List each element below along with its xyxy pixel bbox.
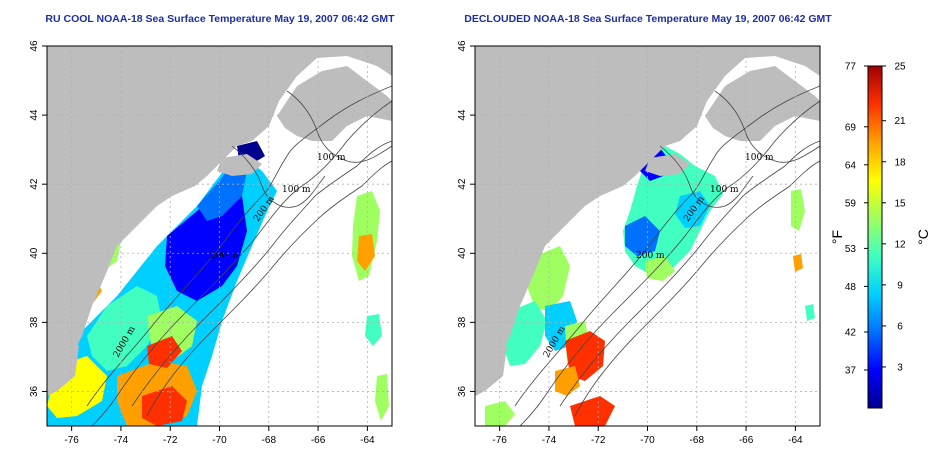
lon-tick-label: -72 [163, 435, 178, 446]
colorbar: 77 69 64 59 53 48 42 37 25 21 18 15 12 9 6 3 °F °C [829, 62, 931, 409]
contour-label-200m-b: 200 m [210, 251, 239, 261]
lon-tick-label: -74 [542, 435, 557, 446]
graticule [47, 46, 392, 426]
lat-tick-label: 42 [457, 178, 468, 190]
panel-right-title: DECLOUDED NOAA-18 Sea Surface Temperatur… [464, 13, 832, 25]
lat-tick-label: 46 [457, 40, 468, 52]
lat-tick-label: 44 [457, 109, 468, 121]
contour-label-100m-b: 100 m [282, 185, 311, 195]
lat-tick-label: 36 [457, 385, 468, 397]
lat-tick-label: 46 [29, 40, 40, 52]
celsius-tick-label: 12 [894, 239, 906, 250]
colorbar-ticks: 77 69 64 59 53 48 42 37 25 21 18 15 12 9 6 3 [845, 62, 906, 377]
celsius-tick-label: 21 [894, 116, 906, 127]
fahrenheit-tick-label: 42 [845, 328, 857, 339]
celsius-tick-label: 9 [897, 280, 903, 291]
lon-tick-label: -64 [360, 435, 375, 446]
graticule [475, 46, 820, 426]
lat-tick-label: 40 [29, 247, 40, 259]
lon-tick-label: -74 [114, 435, 129, 446]
contour-label-100m-a: 100 m [745, 153, 774, 163]
map-panel-right: DECLOUDED NOAA-18 Sea Surface Temperatur… [457, 13, 832, 446]
lon-tick-label: -66 [311, 435, 326, 446]
fahrenheit-unit-label: °F [829, 230, 845, 244]
lat-tick-label: 44 [29, 109, 40, 121]
lon-tick-label: -68 [690, 435, 705, 446]
lon-tick-label: -70 [640, 435, 655, 446]
lon-tick-label: -68 [262, 435, 277, 446]
celsius-tick-label: 18 [894, 157, 906, 168]
lat-tick-label: 40 [457, 247, 468, 259]
lon-tick-label: -64 [788, 435, 803, 446]
map-panel-left: RU COOL NOAA-18 Sea Surface Temperature … [29, 13, 395, 446]
axis-ticks: -76 -74 -72 -70 -68 -66 -64 36 38 40 42 44 46 [29, 40, 375, 446]
lon-tick-label: -76 [64, 435, 79, 446]
lat-tick-label: 38 [29, 316, 40, 328]
lat-tick-label: 42 [29, 178, 40, 190]
celsius-tick-label: 6 [897, 321, 903, 332]
fahrenheit-tick-label: 69 [845, 122, 857, 133]
celsius-tick-label: 25 [894, 62, 906, 73]
celsius-tick-label: 15 [894, 198, 906, 209]
fahrenheit-tick-label: 37 [845, 366, 857, 377]
fahrenheit-tick-label: 59 [845, 198, 857, 209]
celsius-tick-label: 3 [897, 362, 903, 373]
contour-label-200m-b: 200 m [636, 251, 665, 261]
lon-tick-label: -76 [492, 435, 507, 446]
lon-tick-label: -70 [212, 435, 227, 446]
fahrenheit-tick-label: 64 [845, 160, 857, 171]
panel-left-title: RU COOL NOAA-18 Sea Surface Temperature … [45, 13, 395, 25]
celsius-unit-label: °C [915, 229, 931, 245]
axis-ticks: -76 -74 -72 -70 -68 -66 -64 36 38 40 42 44 46 [457, 40, 803, 446]
fahrenheit-tick-label: 77 [845, 62, 857, 73]
fahrenheit-tick-label: 53 [845, 244, 857, 255]
lon-tick-label: -66 [739, 435, 754, 446]
contour-label-100m-b: 100 m [710, 185, 739, 195]
lat-tick-label: 38 [457, 316, 468, 328]
colorbar-ramp [867, 65, 883, 409]
lon-tick-label: -72 [591, 435, 606, 446]
lat-tick-label: 36 [29, 385, 40, 397]
contour-label-100m-a: 100 m [317, 153, 346, 163]
fahrenheit-tick-label: 48 [845, 282, 857, 293]
